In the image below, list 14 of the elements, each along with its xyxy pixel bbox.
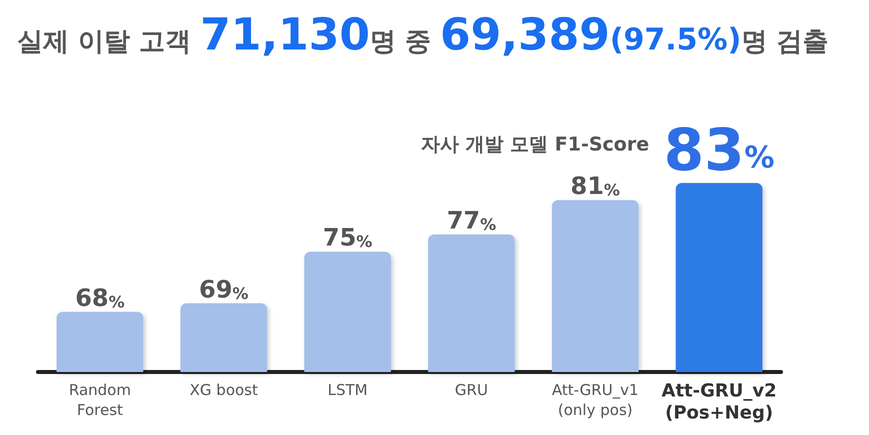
- x-tick-label: LSTM: [328, 381, 368, 399]
- data-label: 83%: [664, 116, 774, 184]
- x-tick-label: Att-GRU_v1 (only pos): [552, 381, 639, 419]
- data-label: 69%: [199, 275, 248, 304]
- x-tick-label: GRU: [454, 381, 488, 399]
- data-label: 81%: [570, 172, 620, 200]
- data-label: 77%: [446, 206, 496, 235]
- x-tick-label: Random Forest: [68, 381, 131, 419]
- data-label: 75%: [322, 224, 372, 252]
- x-tick-label: XG boost: [190, 381, 258, 399]
- x-tick-label: Att-GRU_v2 (Pos+Neg): [662, 380, 777, 424]
- chart-title: 실제 이탈 고객 71,130명 중 69,389(97.5%)명 검출: [17, 10, 828, 60]
- data-label: 68%: [75, 284, 125, 312]
- text: 자사 개발 모델 F1-Score: [420, 134, 650, 156]
